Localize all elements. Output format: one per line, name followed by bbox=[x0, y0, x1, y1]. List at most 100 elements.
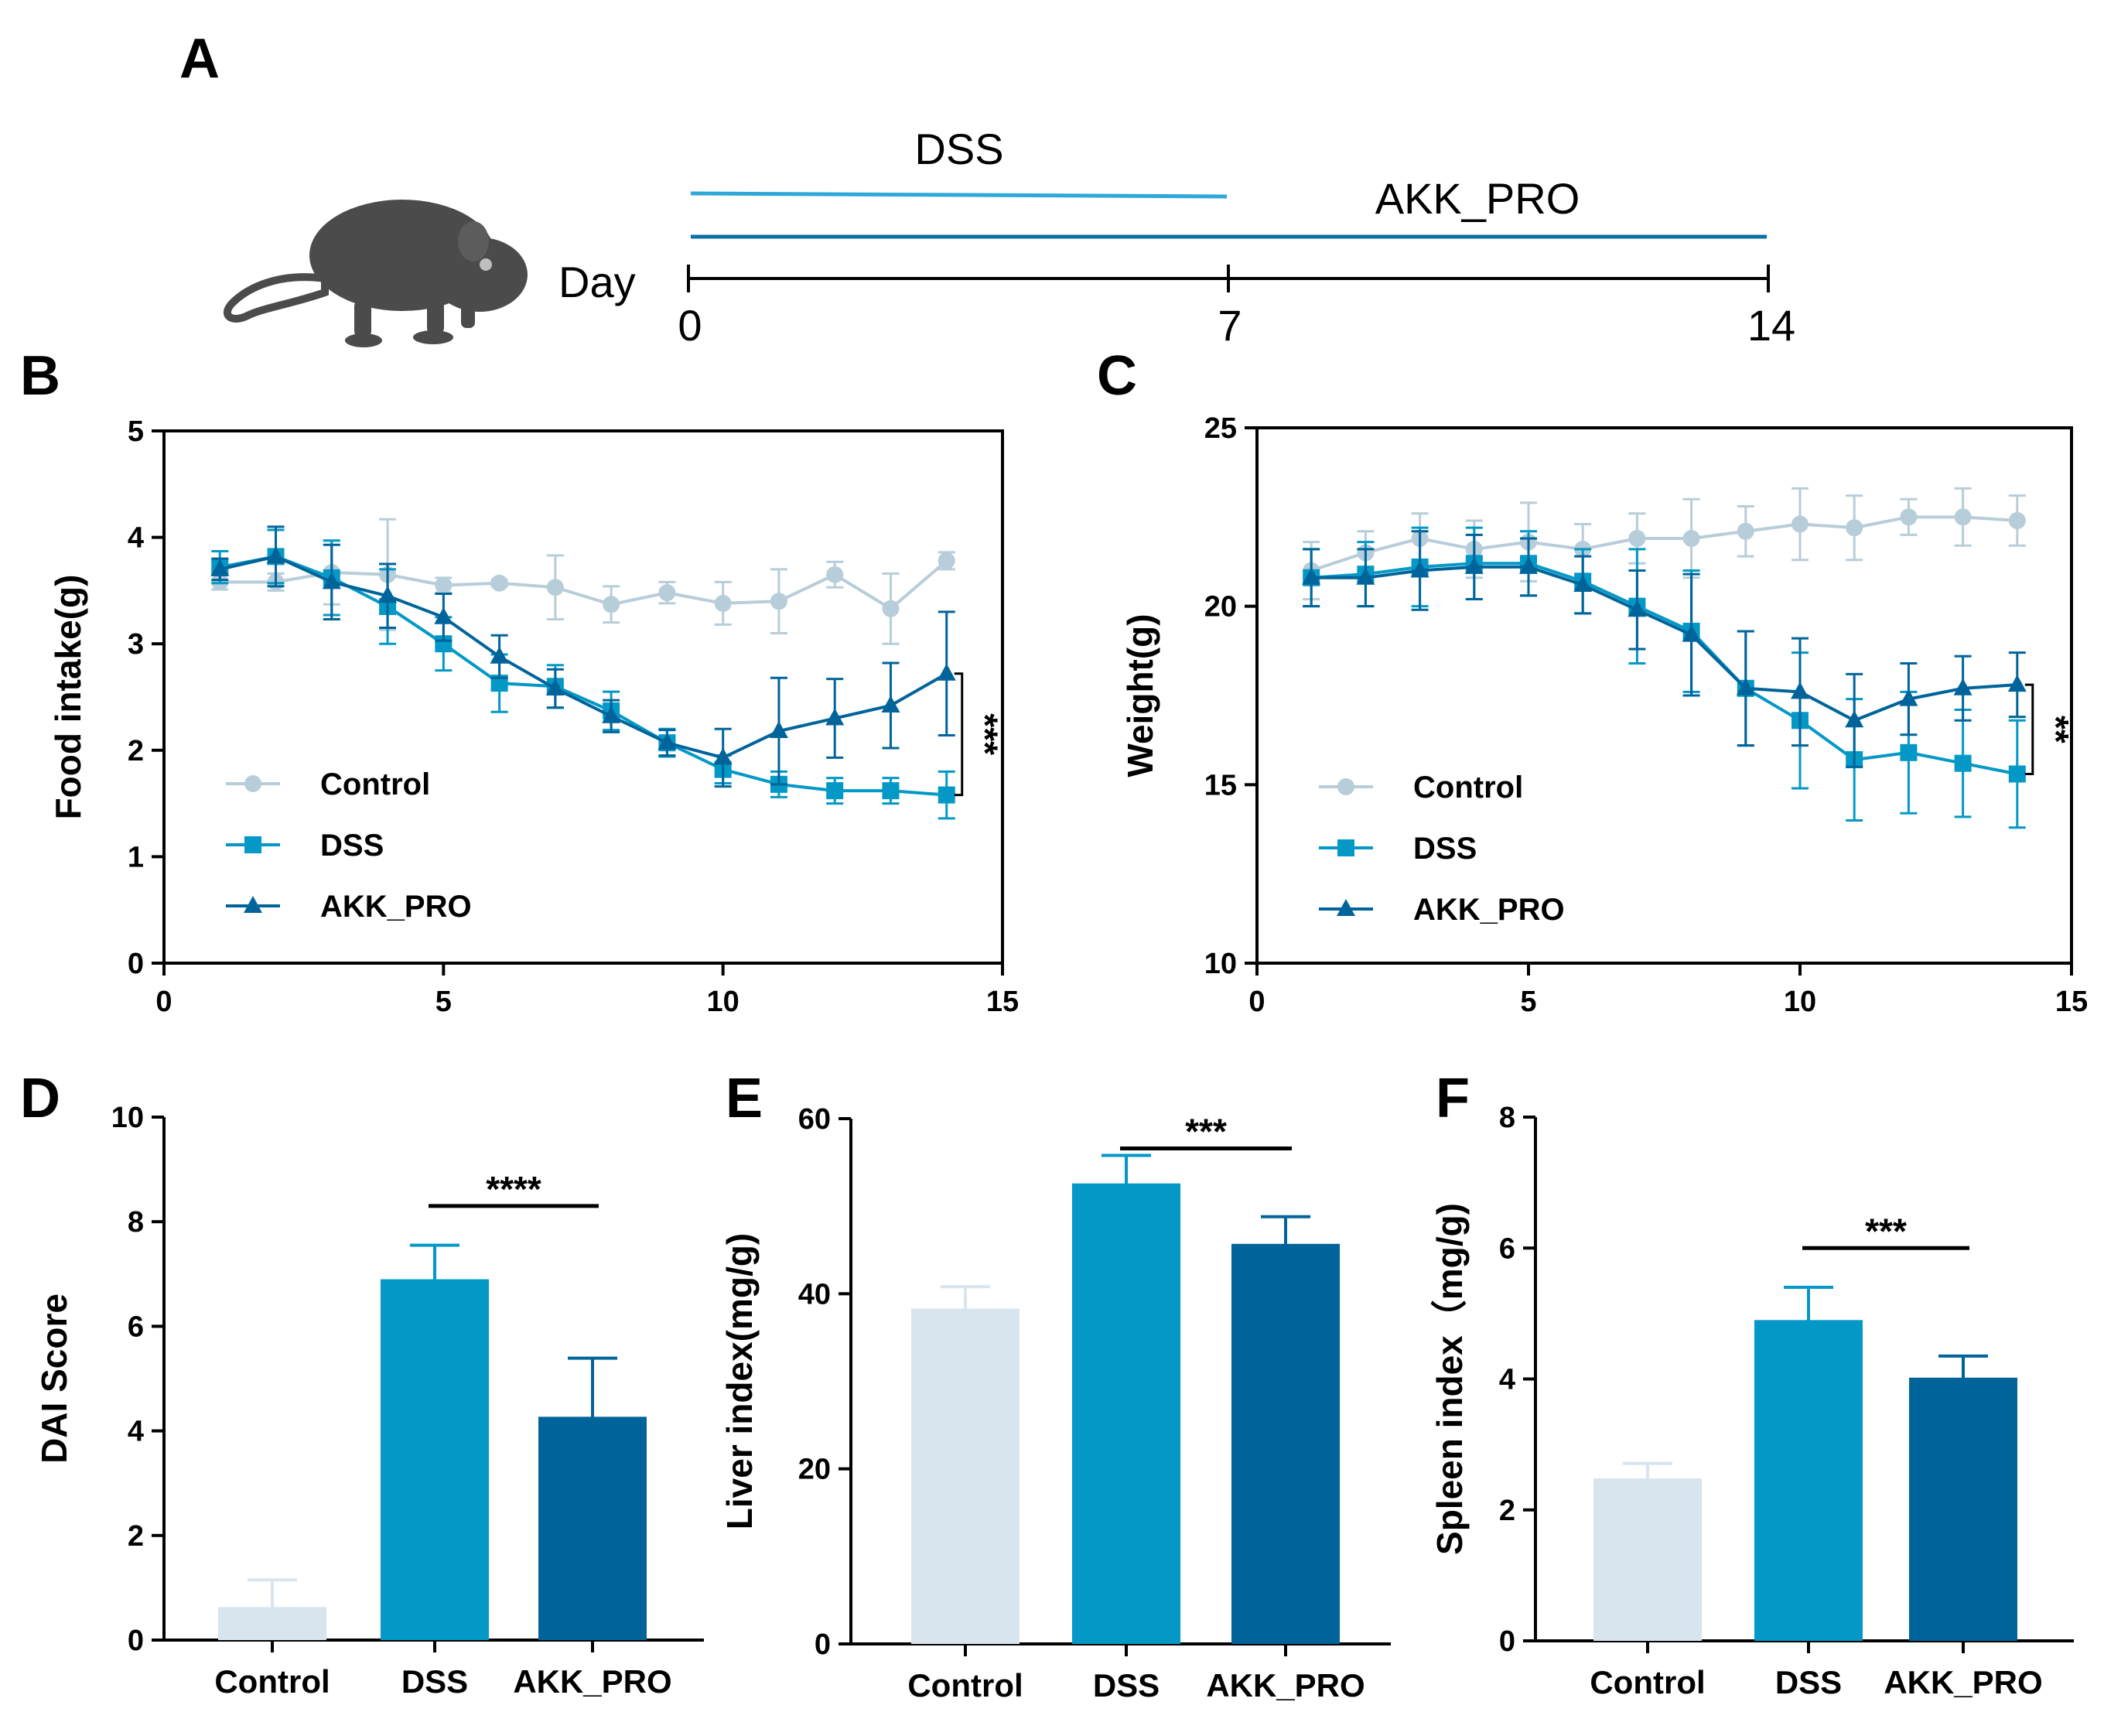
legend-label-dss: DSS bbox=[1413, 832, 1477, 866]
y-axis-label: Liver index(mg/g) bbox=[719, 1233, 760, 1529]
data-point bbox=[244, 836, 261, 853]
x-tick-label-control: Control bbox=[214, 1663, 330, 1700]
y-tick-label: 5 bbox=[128, 415, 144, 448]
data-point bbox=[1682, 624, 1701, 642]
data-point bbox=[826, 566, 844, 583]
y-axis-label: Food intake(g) bbox=[48, 575, 88, 820]
bar-akk-pro bbox=[1231, 1243, 1340, 1644]
data-point bbox=[882, 600, 900, 617]
significance-bracket bbox=[954, 672, 964, 797]
legend-label-dss: DSS bbox=[320, 829, 384, 863]
panel-letter-f: F bbox=[1436, 1068, 1470, 1129]
legend-label-akk-pro: AKK_PRO bbox=[320, 890, 472, 924]
data-point bbox=[1356, 567, 1375, 585]
y-tick-label: 0 bbox=[1499, 1625, 1515, 1658]
y-tick-label: 3 bbox=[128, 628, 144, 661]
y-tick-label: 0 bbox=[128, 1625, 144, 1657]
data-point bbox=[1302, 567, 1321, 585]
y-tick-label: 1 bbox=[128, 841, 144, 873]
significance-label: *** bbox=[1185, 1111, 1227, 1151]
data-point bbox=[1628, 530, 1646, 548]
bar-control bbox=[911, 1308, 1020, 1644]
x-tick-label: 0 bbox=[155, 986, 172, 1018]
bar-control bbox=[1593, 1478, 1702, 1641]
legend-label-akk-pro: AKK_PRO bbox=[1413, 893, 1565, 927]
plot-frame bbox=[162, 429, 1004, 965]
data-point bbox=[322, 572, 341, 589]
significance-label: *** bbox=[965, 713, 1006, 755]
data-point bbox=[244, 775, 261, 792]
x-tick-label-akk-pro: AKK_PRO bbox=[513, 1663, 671, 1700]
data-point bbox=[1573, 574, 1593, 592]
x-tick-label-akk-pro: AKK_PRO bbox=[1884, 1664, 2042, 1700]
data-point bbox=[1954, 754, 1972, 772]
y-tick-label: 6 bbox=[128, 1311, 144, 1343]
timeline-tick-label-7: 7 bbox=[1218, 301, 1242, 350]
data-point bbox=[1519, 556, 1538, 574]
y-tick-label: 2 bbox=[128, 735, 144, 767]
x-tick-label-akk-pro: AKK_PRO bbox=[1206, 1667, 1365, 1704]
bar-dss bbox=[1072, 1183, 1180, 1644]
significance-label: **** bbox=[486, 1169, 541, 1209]
y-tick-label: 0 bbox=[815, 1628, 831, 1661]
data-point bbox=[825, 708, 845, 726]
y-tick-label: 4 bbox=[128, 522, 144, 555]
x-tick-label-dss: DSS bbox=[1775, 1664, 1842, 1700]
y-tick-label: 0 bbox=[128, 948, 144, 980]
data-point bbox=[1791, 682, 1809, 699]
data-point bbox=[1846, 519, 1863, 537]
timeline-tick-label-14: 14 bbox=[1747, 301, 1795, 350]
panel-letter-d: D bbox=[20, 1068, 60, 1129]
y-tick-label: 2 bbox=[128, 1520, 144, 1553]
panel-e-bar-chart: E 0 20 40 60 Liver index(mg/g) Control DSS AKK_P… bbox=[719, 1068, 1391, 1704]
y-tick-label: 10 bbox=[1204, 948, 1237, 980]
x-tick-label-control: Control bbox=[907, 1667, 1023, 1704]
data-point bbox=[938, 786, 955, 804]
mouse-icon bbox=[224, 200, 528, 347]
data-point bbox=[545, 678, 565, 695]
timeline-dss-line bbox=[690, 191, 1228, 199]
data-point bbox=[244, 896, 262, 913]
data-point bbox=[602, 706, 621, 723]
series-line bbox=[1311, 565, 2017, 723]
series-akk-pro bbox=[210, 525, 956, 788]
data-point bbox=[546, 579, 564, 596]
legend-label-control: Control bbox=[1413, 771, 1523, 805]
x-tick-label: 15 bbox=[986, 986, 1019, 1018]
data-point bbox=[490, 646, 509, 664]
y-tick-label: 60 bbox=[798, 1103, 831, 1136]
chart-panels: B 0 1 2 3 4 5 0 5 10 15 Food intake(g) Control DSS AKK… bbox=[20, 345, 2088, 1704]
panel-letter-a: A bbox=[179, 28, 220, 90]
data-point bbox=[1900, 508, 1918, 526]
data-point bbox=[658, 584, 676, 602]
significance-label: ** bbox=[2036, 716, 2076, 743]
y-tick-label: 10 bbox=[111, 1102, 144, 1134]
y-axis-label: Weight(g) bbox=[1120, 613, 1160, 777]
bar-dss bbox=[1754, 1320, 1863, 1641]
y-tick-label: 40 bbox=[798, 1278, 831, 1311]
data-point bbox=[1628, 600, 1647, 617]
significance-bracket bbox=[2024, 683, 2034, 775]
panel-letter-c: C bbox=[1097, 345, 1137, 407]
series-line bbox=[220, 559, 948, 611]
y-tick-label: 8 bbox=[1499, 1102, 1515, 1134]
y-tick-label: 4 bbox=[1499, 1364, 1515, 1396]
bar-dss bbox=[381, 1279, 489, 1640]
x-tick-label: 10 bbox=[1784, 986, 1816, 1018]
data-point bbox=[435, 576, 453, 594]
panel-letter-e: E bbox=[726, 1068, 763, 1129]
legend-label-control: Control bbox=[320, 767, 430, 801]
data-point bbox=[1410, 560, 1429, 578]
data-point bbox=[210, 559, 230, 576]
data-point bbox=[1791, 515, 1809, 533]
data-point bbox=[1953, 678, 1972, 695]
data-point bbox=[937, 663, 956, 681]
y-axis-label: Spleen index（mg/g) bbox=[1429, 1203, 1470, 1555]
y-axis-label: DAI Score bbox=[34, 1293, 74, 1464]
series-line bbox=[219, 555, 948, 760]
x-tick-label: 10 bbox=[707, 986, 739, 1018]
timeline-dss-label: DSS bbox=[914, 125, 1003, 173]
panel-f-bar-chart: F 0 2 4 6 8 Spleen index（mg/g) Control DSS AKK_PR… bbox=[1429, 1068, 2074, 1700]
data-point bbox=[713, 747, 733, 765]
